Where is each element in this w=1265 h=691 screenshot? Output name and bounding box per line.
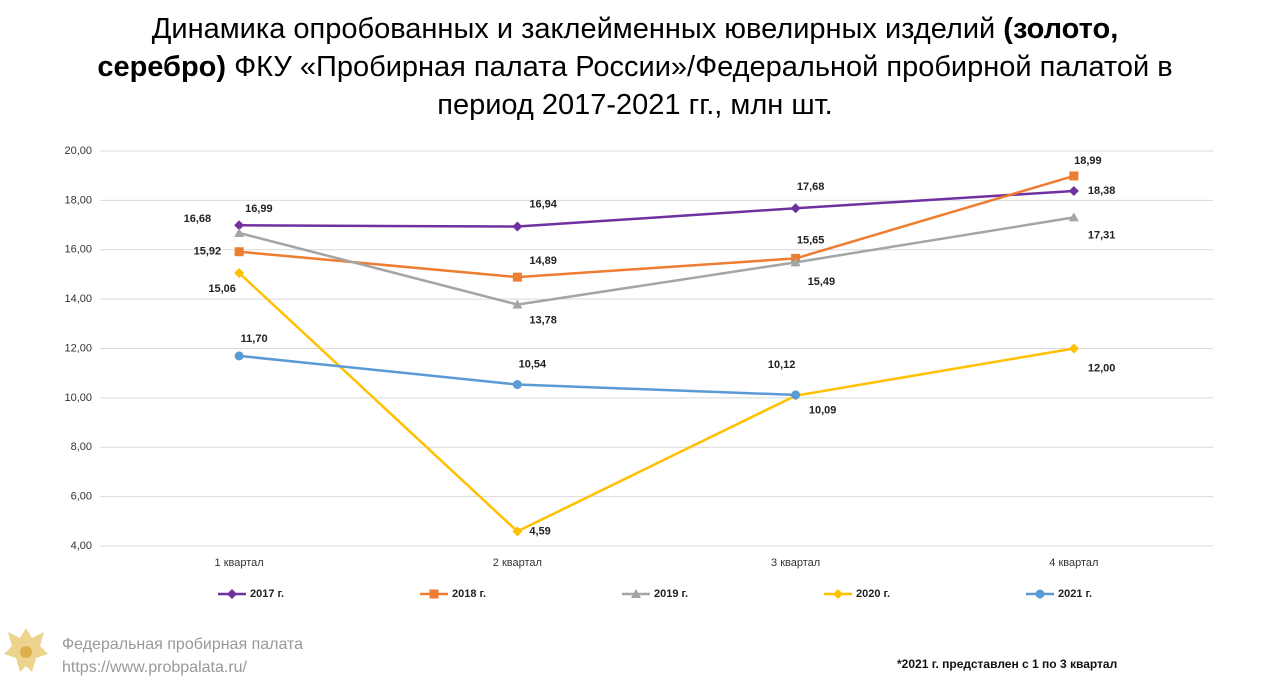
legend-label: 2021 г. [1058, 588, 1092, 600]
data-label: 15,49 [808, 276, 836, 288]
data-label: 10,12 [768, 359, 796, 371]
data-label: 10,54 [519, 358, 547, 370]
data-label: 17,31 [1088, 229, 1116, 241]
data-point [234, 351, 244, 361]
y-tick-label: 4,00 [71, 540, 92, 552]
x-tick-label: 1 квартал [215, 557, 264, 569]
data-label: 4,59 [529, 525, 550, 537]
legend-label: 2017 г. [250, 588, 284, 600]
data-label: 15,92 [194, 246, 222, 258]
legend-marker [429, 589, 439, 599]
legend-label: 2019 г. [654, 588, 688, 600]
data-label: 15,65 [797, 234, 825, 246]
y-tick-label: 14,00 [64, 293, 92, 305]
data-label: 10,09 [809, 405, 837, 417]
data-label: 18,38 [1088, 185, 1116, 197]
data-point [512, 299, 523, 309]
legend-marker [1035, 589, 1045, 599]
chart-title: Динамика опробованных и заклейменных юве… [90, 10, 1180, 124]
data-point [791, 390, 801, 400]
legend-marker [833, 589, 843, 599]
x-tick-label: 4 квартал [1049, 557, 1098, 569]
data-label: 16,94 [529, 198, 557, 210]
title-part: Динамика опробованных и заклейменных юве… [151, 13, 1004, 45]
series-line [238, 216, 1075, 306]
data-point [1068, 212, 1079, 222]
data-point [234, 247, 244, 257]
data-point [1068, 343, 1079, 354]
x-tick-label: 2 квартал [493, 557, 542, 569]
data-label: 15,06 [208, 283, 236, 295]
y-tick-label: 20,00 [64, 145, 92, 157]
data-label: 11,70 [241, 333, 268, 345]
title-part: (золото, серебро) [97, 13, 1119, 83]
title-part: ФКУ «Пробирная палата России»/Федерально… [226, 51, 1173, 121]
data-label: 12,00 [1088, 362, 1116, 374]
logo [4, 628, 48, 672]
data-point [512, 272, 522, 282]
y-tick-label: 16,00 [64, 244, 92, 256]
data-label: 16,68 [184, 213, 212, 225]
y-tick-label: 8,00 [71, 441, 92, 453]
data-point [234, 267, 245, 278]
series-line [238, 272, 1075, 533]
legend-label: 2018 г. [452, 588, 486, 600]
y-tick-label: 10,00 [64, 392, 92, 404]
data-label: 16,99 [245, 203, 273, 215]
legend-marker [631, 589, 641, 598]
footer-url: https://www.probpalata.ru/ [62, 659, 247, 676]
y-tick-label: 12,00 [64, 342, 92, 354]
data-point [234, 220, 245, 231]
data-point [1068, 185, 1079, 196]
data-label: 18,99 [1074, 155, 1102, 167]
data-point [512, 526, 523, 537]
data-point [790, 257, 801, 267]
footer-org: Федеральная пробирная палата [62, 636, 304, 653]
data-point [234, 227, 245, 237]
data-point [1069, 171, 1079, 181]
series-line [239, 174, 1075, 279]
y-tick-label: 6,00 [71, 491, 92, 503]
data-point [790, 203, 801, 214]
data-label: 17,68 [797, 181, 825, 193]
data-label: 14,89 [529, 255, 557, 267]
series-line [238, 354, 796, 397]
footnote: *2021 г. представлен с 1 по 3 квартал [897, 657, 1118, 671]
x-tick-label: 3 квартал [771, 557, 820, 569]
data-point [512, 221, 523, 232]
data-point [512, 380, 522, 390]
data-label: 13,78 [529, 314, 557, 326]
legend-label: 2020 г. [856, 588, 890, 600]
legend-marker [227, 589, 237, 599]
y-tick-label: 18,00 [64, 194, 92, 206]
series-line [239, 189, 1074, 228]
